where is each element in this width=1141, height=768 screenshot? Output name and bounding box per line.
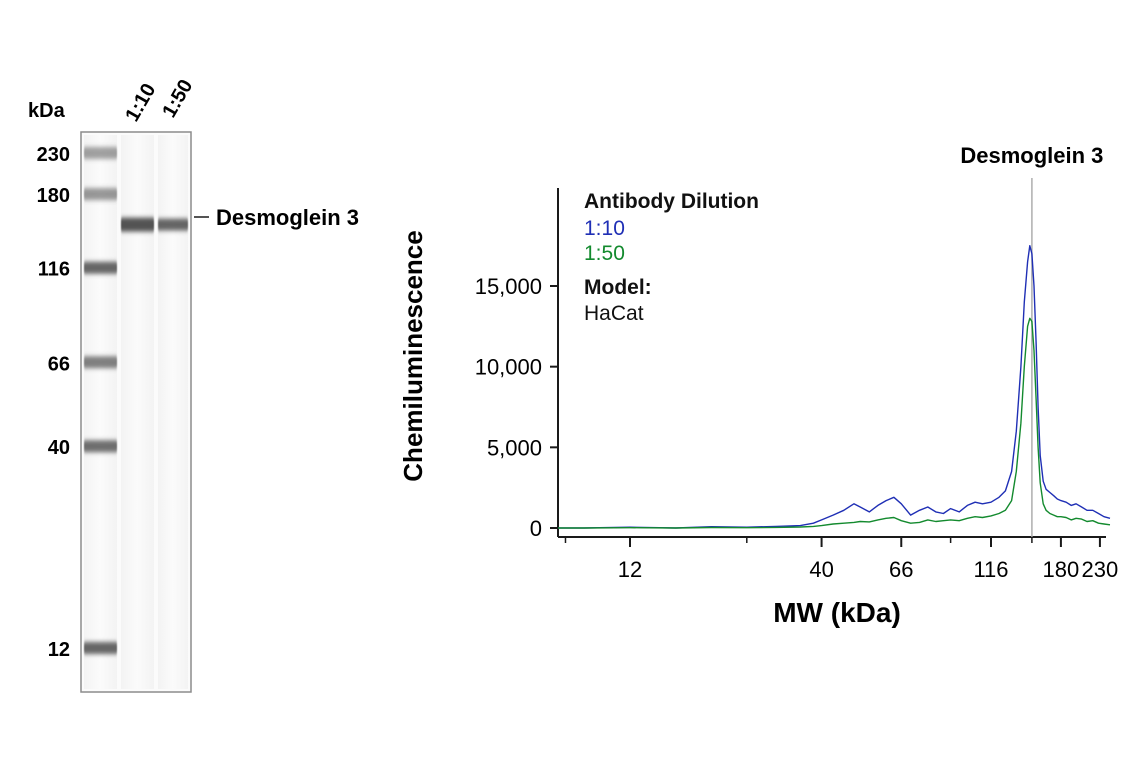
marker-labels: 230 180 116 66 40 12 <box>37 144 70 661</box>
band-callout-label: Desmoglein 3 <box>216 205 359 230</box>
lane-labels: 1:10 1:50 <box>121 76 197 126</box>
marker-label-12: 12 <box>48 639 70 661</box>
marker-label-180: 180 <box>37 185 70 207</box>
y-axis: 0 5,000 10,000 15,000 <box>475 188 559 541</box>
y-tick-label-2: 10,000 <box>475 355 542 380</box>
sample-band-1-10 <box>121 217 154 232</box>
reference-line-label: Desmoglein 3 <box>960 143 1103 168</box>
marker-band-12 <box>84 642 117 654</box>
marker-label-40: 40 <box>48 437 70 459</box>
x-tick-label-2: 66 <box>889 557 913 582</box>
lane-2-1-50 <box>158 135 188 689</box>
y-axis-label: Chemiluminescence <box>398 230 428 481</box>
marker-band-66 <box>84 356 117 369</box>
x-tick-label-0: 12 <box>618 557 642 582</box>
legend-title: Antibody Dilution <box>584 190 759 213</box>
x-axis: 12 40 66 116 180 230 <box>558 536 1119 582</box>
marker-label-230: 230 <box>37 144 70 166</box>
legend-model-value: HaCat <box>584 302 644 325</box>
lane-label-2: 1:50 <box>158 76 197 122</box>
x-tick-label-5: 230 <box>1082 557 1119 582</box>
x-tick-label-3: 116 <box>973 557 1008 582</box>
marker-label-66: 66 <box>48 353 70 375</box>
series-lines <box>558 245 1111 529</box>
marker-label-116: 116 <box>38 259 70 281</box>
sample-bands <box>121 217 188 232</box>
marker-lane <box>84 135 117 689</box>
series-line-1-10 <box>558 245 1111 529</box>
marker-bands <box>84 147 117 654</box>
legend-entry-1-10: 1:10 <box>584 217 625 240</box>
series-line-1-50 <box>558 317 1111 529</box>
electropherogram-chart: 0 5,000 10,000 15,000 12 40 66 116 180 230 Chemi… <box>398 143 1119 628</box>
capillary-blot: kDa 1:10 1:50 230 180 116 66 40 12 Desmoglein… <box>28 76 359 693</box>
x-axis-label: MW (kDa) <box>773 597 901 628</box>
marker-band-230 <box>84 147 117 159</box>
legend-entry-1-50: 1:50 <box>584 242 625 265</box>
legend: Antibody Dilution 1:10 1:50 Model: HaCat <box>584 190 759 325</box>
y-tick-label-1: 5,000 <box>487 435 542 460</box>
sample-band-1-50 <box>158 218 188 231</box>
marker-band-40 <box>84 440 117 453</box>
x-tick-label-4: 180 <box>1043 557 1080 582</box>
y-tick-label-0: 0 <box>530 516 542 541</box>
legend-model-title: Model: <box>584 276 652 299</box>
marker-band-116 <box>84 261 117 274</box>
lane-label-1: 1:10 <box>121 80 160 126</box>
marker-band-180 <box>84 188 117 201</box>
kda-unit-label: kDa <box>28 100 66 122</box>
x-tick-label-1: 40 <box>809 557 833 582</box>
y-tick-label-3: 15,000 <box>475 274 542 299</box>
